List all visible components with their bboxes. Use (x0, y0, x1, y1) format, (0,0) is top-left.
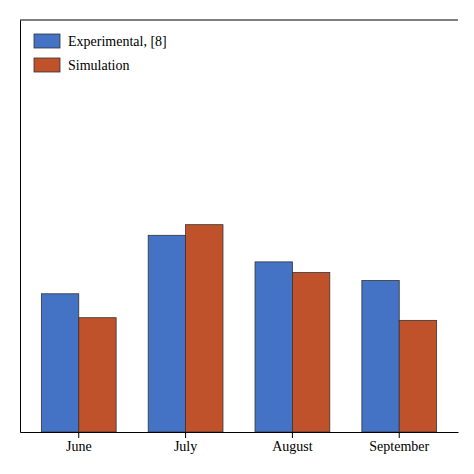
bar (41, 294, 78, 432)
x-tick-label: June (66, 439, 92, 454)
bar (79, 318, 116, 432)
bar (186, 225, 223, 432)
x-tick: September (369, 432, 429, 454)
top-frame (20, 20, 458, 21)
legend: Experimental, [8] Simulation (34, 34, 167, 73)
bar (148, 235, 185, 432)
legend-item: Simulation (34, 58, 129, 73)
y-axis-line (20, 21, 21, 433)
bars (41, 225, 436, 432)
bar (255, 262, 292, 432)
bar (362, 280, 399, 432)
legend-item: Experimental, [8] (34, 34, 167, 49)
x-tick-mark (292, 432, 293, 438)
x-tick: June (66, 432, 92, 454)
legend-swatch (34, 34, 60, 48)
y-axis (20, 21, 21, 433)
chart: June July August September Experimental, [8]… (0, 0, 474, 474)
plot: June July August September Experimental, [8]… (20, 20, 459, 454)
legend-swatch (34, 58, 60, 72)
x-axis-line (21, 432, 459, 433)
series (79, 225, 437, 432)
x-tick-label: July (174, 439, 197, 454)
bar (292, 273, 329, 432)
x-tick: July (174, 432, 197, 454)
x-tick-mark (399, 432, 400, 438)
x-axis: June July August September (21, 432, 459, 454)
x-tick-mark (78, 432, 79, 438)
legend-label: Experimental, [8] (68, 34, 167, 49)
legend-label: Simulation (68, 58, 129, 73)
x-tick: August (272, 432, 313, 454)
bar (399, 320, 436, 432)
x-tick-label: September (369, 439, 429, 454)
x-tick-label: August (272, 439, 313, 454)
x-tick-mark (185, 432, 186, 438)
